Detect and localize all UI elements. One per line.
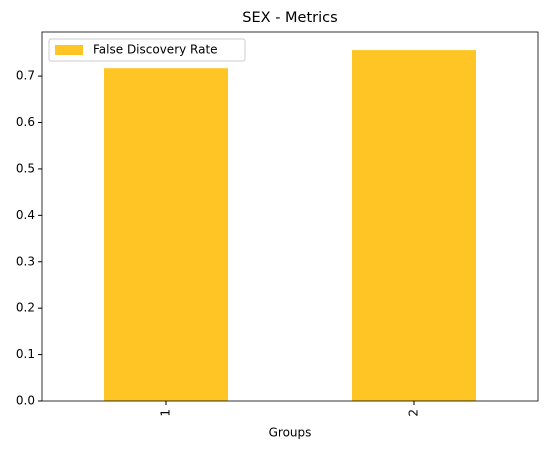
bar: [352, 50, 476, 401]
x-axis-label: Groups: [269, 426, 312, 440]
y-tick-label: 0.5: [16, 161, 35, 175]
y-tick-label: 0.3: [16, 254, 35, 268]
y-tick-label: 0.1: [16, 347, 35, 361]
y-tick-label: 0.6: [16, 115, 35, 129]
x-tick-label: 2: [407, 409, 421, 417]
y-tick-label: 0.2: [16, 301, 35, 315]
chart-title: SEX - Metrics: [242, 10, 337, 26]
axes-frame: [41, 31, 539, 402]
bar: [104, 68, 228, 402]
y-tick-label: 0.7: [16, 69, 35, 83]
x-tick-label: 1: [159, 409, 173, 417]
legend-swatch: [55, 45, 83, 55]
legend-box: [48, 38, 246, 62]
legend-label: False Discovery Rate: [93, 43, 218, 57]
y-tick-label: 0.4: [16, 208, 35, 222]
y-tick-label: 0.0: [16, 394, 35, 408]
